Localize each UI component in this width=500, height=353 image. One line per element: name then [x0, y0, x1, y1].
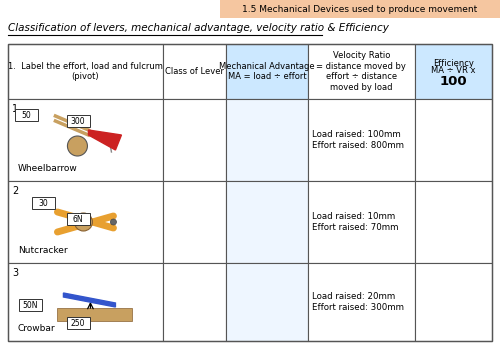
Text: 50: 50 — [21, 110, 31, 120]
Bar — [308, 44, 414, 99]
Bar — [226, 181, 308, 263]
Text: Wheelbarrow: Wheelbarrow — [18, 164, 78, 173]
Bar — [163, 263, 226, 341]
Bar — [308, 263, 414, 341]
Text: Load raised: 10mm
Effort raised: 70mm: Load raised: 10mm Effort raised: 70mm — [312, 212, 398, 232]
Text: 250: 250 — [71, 318, 85, 328]
Bar — [58, 308, 132, 321]
Text: Nutcracker: Nutcracker — [18, 246, 68, 255]
Text: 300: 300 — [70, 116, 86, 126]
Text: Load raised: 20mm
Effort raised: 300mm: Load raised: 20mm Effort raised: 300mm — [312, 292, 404, 312]
Text: 2: 2 — [12, 186, 18, 196]
Text: 3: 3 — [12, 268, 18, 278]
Text: Efficiency: Efficiency — [433, 59, 474, 68]
Bar — [8, 44, 492, 341]
Bar — [414, 99, 492, 181]
FancyBboxPatch shape — [18, 299, 42, 311]
Bar — [414, 263, 492, 341]
Polygon shape — [88, 130, 122, 150]
Text: Load raised: 100mm
Effort raised: 800mm: Load raised: 100mm Effort raised: 800mm — [312, 130, 404, 150]
FancyBboxPatch shape — [66, 317, 90, 329]
Text: Crowbar: Crowbar — [18, 324, 56, 333]
Bar — [163, 44, 226, 99]
Text: 1.5 Mechanical Devices used to produce movement: 1.5 Mechanical Devices used to produce m… — [242, 5, 478, 13]
Bar — [308, 181, 414, 263]
Bar — [308, 99, 414, 181]
Text: 50N: 50N — [22, 300, 38, 310]
Circle shape — [74, 213, 92, 231]
Bar — [414, 44, 492, 99]
Text: 30: 30 — [38, 198, 48, 208]
Bar — [226, 263, 308, 341]
Text: Class of Lever: Class of Lever — [165, 67, 224, 76]
Text: MA ÷ VR x: MA ÷ VR x — [431, 66, 476, 75]
Bar — [220, 0, 500, 18]
Bar — [226, 44, 308, 99]
Bar — [414, 181, 492, 263]
Polygon shape — [64, 293, 116, 307]
Bar — [163, 181, 226, 263]
FancyBboxPatch shape — [14, 109, 38, 121]
Text: Velocity Ratio
= distance moved by
effort ÷ distance
moved by load: Velocity Ratio = distance moved by effor… — [316, 52, 406, 91]
Bar — [8, 99, 163, 181]
Text: 1: 1 — [12, 104, 18, 114]
Circle shape — [68, 136, 87, 156]
FancyBboxPatch shape — [66, 115, 90, 127]
Circle shape — [110, 219, 116, 225]
FancyBboxPatch shape — [66, 213, 90, 225]
Text: Mechanical Advantage
MA = load ÷ effort: Mechanical Advantage MA = load ÷ effort — [219, 62, 315, 81]
Bar — [8, 263, 163, 341]
FancyBboxPatch shape — [32, 197, 54, 209]
Text: 1.  Label the effort, load and fulcrum
(pivot): 1. Label the effort, load and fulcrum (p… — [8, 62, 163, 81]
Text: 100: 100 — [440, 75, 467, 88]
Bar — [226, 99, 308, 181]
Text: 6N: 6N — [72, 215, 84, 223]
Bar — [8, 181, 163, 263]
Bar — [8, 44, 163, 99]
Text: Classification of levers, mechanical advantage, velocity ratio & Efficiency: Classification of levers, mechanical adv… — [8, 23, 389, 33]
Bar — [163, 99, 226, 181]
